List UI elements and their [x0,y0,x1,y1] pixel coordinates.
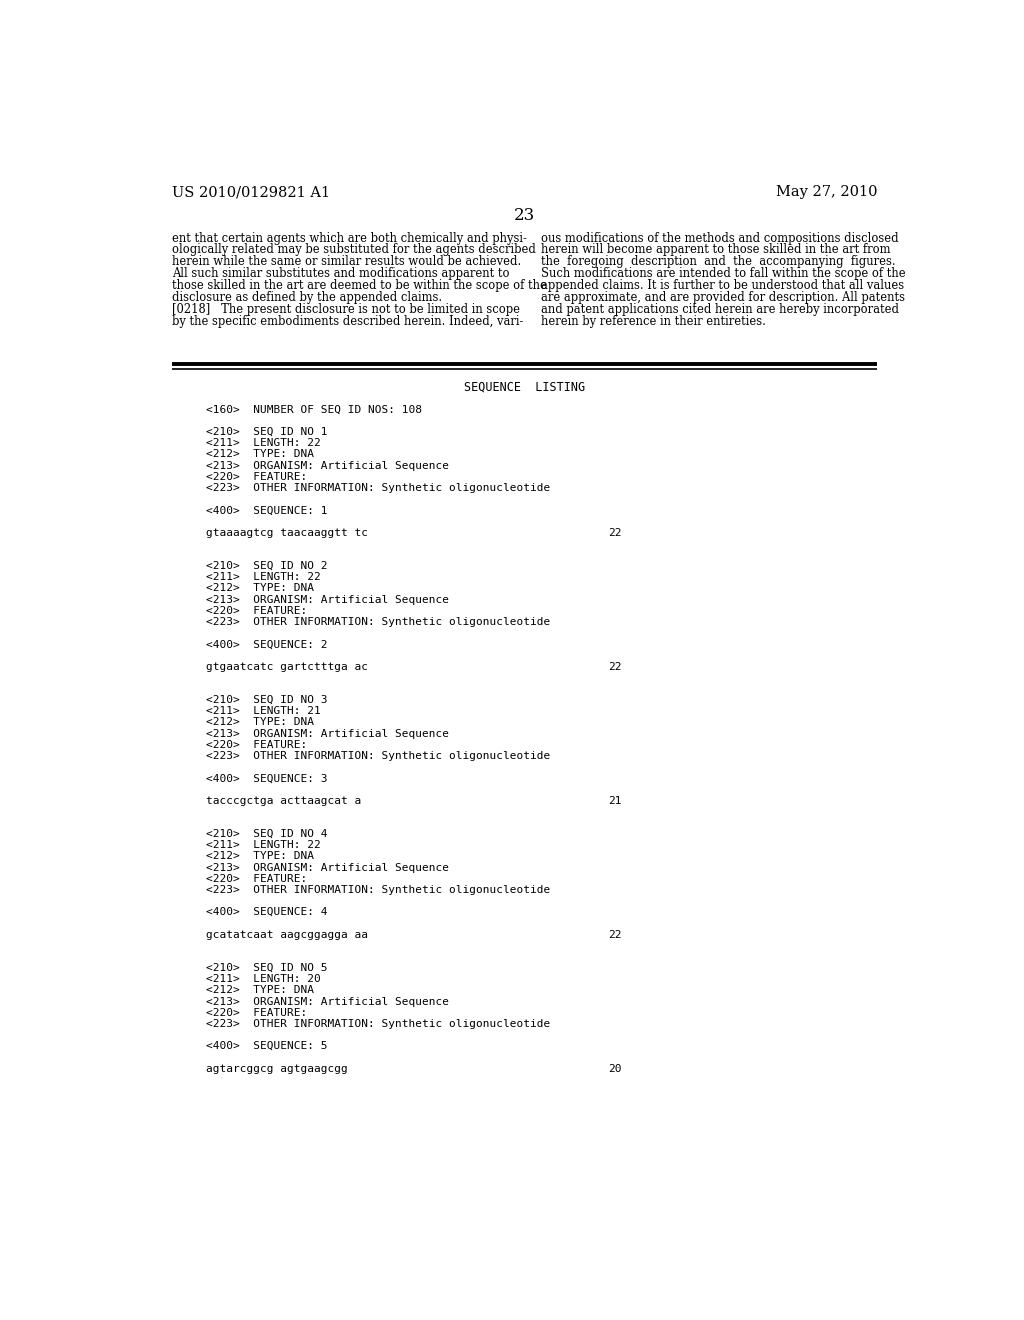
Text: are approximate, and are provided for description. All patents: are approximate, and are provided for de… [541,292,905,304]
Text: <223>  OTHER INFORMATION: Synthetic oligonucleotide: <223> OTHER INFORMATION: Synthetic oligo… [206,884,550,895]
Text: ologically related may be substituted for the agents described: ologically related may be substituted fo… [172,243,536,256]
Text: <220>  FEATURE:: <220> FEATURE: [206,739,307,750]
Text: 22: 22 [608,528,622,537]
Text: <212>  TYPE: DNA: <212> TYPE: DNA [206,449,313,459]
Text: <213>  ORGANISM: Artificial Sequence: <213> ORGANISM: Artificial Sequence [206,461,449,471]
Text: <223>  OTHER INFORMATION: Synthetic oligonucleotide: <223> OTHER INFORMATION: Synthetic oligo… [206,751,550,760]
Text: 20: 20 [608,1064,622,1073]
Text: US 2010/0129821 A1: US 2010/0129821 A1 [172,185,331,199]
Text: <210>  SEQ ID NO 3: <210> SEQ ID NO 3 [206,696,327,705]
Text: <223>  OTHER INFORMATION: Synthetic oligonucleotide: <223> OTHER INFORMATION: Synthetic oligo… [206,483,550,492]
Text: gcatatcaat aagcggagga aa: gcatatcaat aagcggagga aa [206,929,368,940]
Text: and patent applications cited herein are hereby incorporated: and patent applications cited herein are… [541,304,899,317]
Text: appended claims. It is further to be understood that all values: appended claims. It is further to be und… [541,280,904,292]
Text: <213>  ORGANISM: Artificial Sequence: <213> ORGANISM: Artificial Sequence [206,997,449,1007]
Text: ous modifications of the methods and compositions disclosed: ous modifications of the methods and com… [541,231,899,244]
Text: <220>  FEATURE:: <220> FEATURE: [206,874,307,883]
Text: <212>  TYPE: DNA: <212> TYPE: DNA [206,851,313,862]
Text: <212>  TYPE: DNA: <212> TYPE: DNA [206,583,313,594]
Text: 22: 22 [608,661,622,672]
Text: SEQUENCE  LISTING: SEQUENCE LISTING [464,380,586,393]
Text: <211>  LENGTH: 22: <211> LENGTH: 22 [206,438,321,449]
Text: <210>  SEQ ID NO 5: <210> SEQ ID NO 5 [206,964,327,973]
Text: <210>  SEQ ID NO 1: <210> SEQ ID NO 1 [206,428,327,437]
Text: May 27, 2010: May 27, 2010 [776,185,878,199]
Text: disclosure as defined by the appended claims.: disclosure as defined by the appended cl… [172,292,442,304]
Text: [0218]   The present disclosure is not to be limited in scope: [0218] The present disclosure is not to … [172,304,520,317]
Text: <223>  OTHER INFORMATION: Synthetic oligonucleotide: <223> OTHER INFORMATION: Synthetic oligo… [206,1019,550,1028]
Text: ent that certain agents which are both chemically and physi-: ent that certain agents which are both c… [172,231,527,244]
Text: <400>  SEQUENCE: 3: <400> SEQUENCE: 3 [206,774,327,783]
Text: herein by reference in their entireties.: herein by reference in their entireties. [541,315,766,329]
Text: <211>  LENGTH: 22: <211> LENGTH: 22 [206,573,321,582]
Text: <223>  OTHER INFORMATION: Synthetic oligonucleotide: <223> OTHER INFORMATION: Synthetic oligo… [206,616,550,627]
Text: <210>  SEQ ID NO 2: <210> SEQ ID NO 2 [206,561,327,572]
Text: <220>  FEATURE:: <220> FEATURE: [206,606,307,615]
Text: 21: 21 [608,796,622,805]
Text: <212>  TYPE: DNA: <212> TYPE: DNA [206,985,313,995]
Text: 23: 23 [514,207,536,224]
Text: All such similar substitutes and modifications apparent to: All such similar substitutes and modific… [172,268,510,280]
Text: <212>  TYPE: DNA: <212> TYPE: DNA [206,718,313,727]
Text: <213>  ORGANISM: Artificial Sequence: <213> ORGANISM: Artificial Sequence [206,862,449,873]
Text: the  foregoing  description  and  the  accompanying  figures.: the foregoing description and the accomp… [541,256,896,268]
Text: herein will become apparent to those skilled in the art from: herein will become apparent to those ski… [541,243,891,256]
Text: <400>  SEQUENCE: 5: <400> SEQUENCE: 5 [206,1041,327,1051]
Text: <400>  SEQUENCE: 2: <400> SEQUENCE: 2 [206,639,327,649]
Text: Such modifications are intended to fall within the scope of the: Such modifications are intended to fall … [541,268,905,280]
Text: gtaaaagtcg taacaaggtt tc: gtaaaagtcg taacaaggtt tc [206,528,368,537]
Text: <400>  SEQUENCE: 1: <400> SEQUENCE: 1 [206,506,327,515]
Text: <213>  ORGANISM: Artificial Sequence: <213> ORGANISM: Artificial Sequence [206,594,449,605]
Text: <400>  SEQUENCE: 4: <400> SEQUENCE: 4 [206,907,327,917]
Text: <211>  LENGTH: 20: <211> LENGTH: 20 [206,974,321,985]
Text: those skilled in the art are deemed to be within the scope of the: those skilled in the art are deemed to b… [172,280,547,292]
Text: <211>  LENGTH: 21: <211> LENGTH: 21 [206,706,321,717]
Text: <220>  FEATURE:: <220> FEATURE: [206,471,307,482]
Text: <160>  NUMBER OF SEQ ID NOS: 108: <160> NUMBER OF SEQ ID NOS: 108 [206,405,422,414]
Text: agtarcggcg agtgaagcgg: agtarcggcg agtgaagcgg [206,1064,347,1073]
Text: 22: 22 [608,929,622,940]
Text: herein while the same or similar results would be achieved.: herein while the same or similar results… [172,256,521,268]
Text: <211>  LENGTH: 22: <211> LENGTH: 22 [206,841,321,850]
Text: <213>  ORGANISM: Artificial Sequence: <213> ORGANISM: Artificial Sequence [206,729,449,739]
Text: tacccgctga acttaagcat a: tacccgctga acttaagcat a [206,796,360,805]
Text: gtgaatcatc gartctttga ac: gtgaatcatc gartctttga ac [206,661,368,672]
Text: by the specific embodiments described herein. Indeed, vari-: by the specific embodiments described he… [172,315,523,329]
Text: <210>  SEQ ID NO 4: <210> SEQ ID NO 4 [206,829,327,840]
Text: <220>  FEATURE:: <220> FEATURE: [206,1007,307,1018]
